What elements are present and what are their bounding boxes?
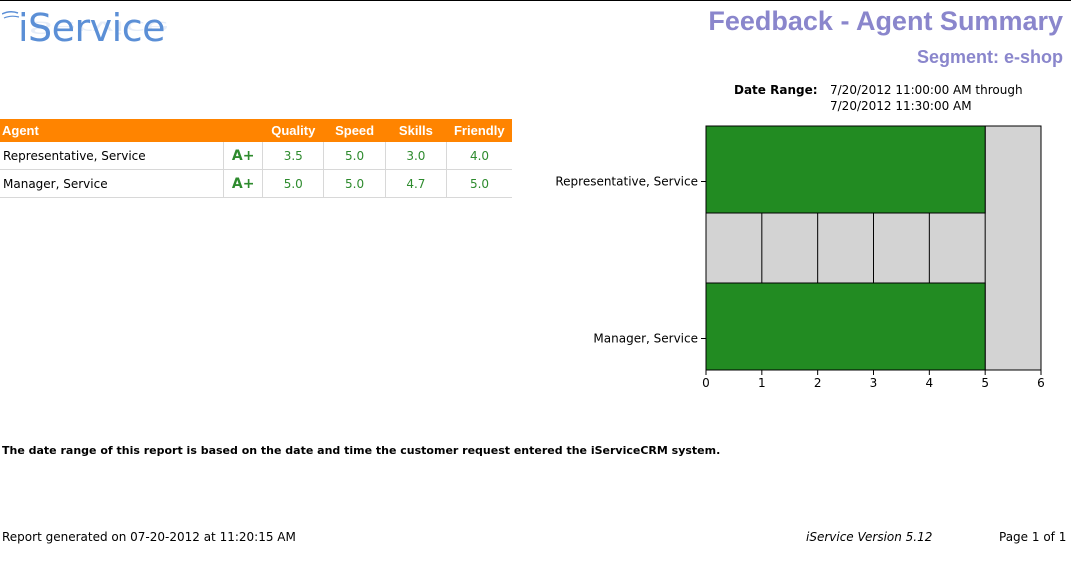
- x-tick-label: 0: [702, 376, 710, 390]
- date-range-start: 7/20/2012 11:00:00 AM through: [830, 83, 1023, 97]
- page-number: Page 1 of 1: [999, 530, 1067, 544]
- x-tick-label: 3: [870, 376, 878, 390]
- iservice-logo: iService iService: [0, 4, 200, 56]
- logo-swoosh-icon: [2, 10, 20, 19]
- quality-score: 5.0: [262, 169, 325, 198]
- col-grade: [223, 119, 263, 142]
- x-tick-label: 1: [758, 376, 766, 390]
- x-tick-label: 2: [814, 376, 822, 390]
- grade-badge: A+: [223, 169, 264, 198]
- friendly-score: 4.0: [446, 142, 512, 170]
- col-quality: Quality: [262, 119, 324, 142]
- table-row: Representative, Service A+ 3.5 5.0 3.0 4…: [0, 142, 512, 170]
- top-rule: [0, 0, 1071, 1]
- col-skills: Skills: [385, 119, 447, 142]
- logo-text: iService: [18, 6, 166, 50]
- date-range-end: 7/20/2012 11:30:00 AM: [830, 99, 972, 113]
- skills-score: 3.0: [385, 142, 448, 170]
- grade-badge: A+: [223, 142, 264, 170]
- col-friendly: Friendly: [446, 119, 512, 142]
- bar: [705, 282, 986, 371]
- table-header-row: Agent Quality Speed Skills Friendly: [0, 119, 512, 142]
- version-label: iService Version 5.12: [806, 530, 933, 544]
- agent-score-bar-chart: Representative, Service Manager, Service 0…: [555, 125, 1045, 390]
- y-tick-label: Manager, Service: [593, 332, 698, 346]
- x-tick-label: 4: [926, 376, 934, 390]
- agent-name: Manager, Service: [0, 169, 225, 198]
- y-tick-label: Representative, Service: [555, 175, 698, 189]
- report-title: Feedback - Agent Summary: [708, 6, 1063, 36]
- col-speed: Speed: [323, 119, 386, 142]
- quality-score: 3.5: [262, 142, 325, 170]
- date-range-note: The date range of this report is based o…: [2, 444, 721, 457]
- date-range-label: Date Range:: [734, 83, 818, 97]
- bar: [705, 125, 986, 214]
- x-tick-label: 5: [981, 376, 989, 390]
- agent-summary-table: Agent Quality Speed Skills Friendly Repr…: [0, 119, 512, 198]
- friendly-score: 5.0: [446, 169, 512, 198]
- col-agent: Agent: [0, 119, 224, 142]
- x-tick-label: 6: [1037, 376, 1045, 390]
- speed-score: 5.0: [323, 169, 386, 198]
- table-row: Manager, Service A+ 5.0 5.0 4.7 5.0: [0, 169, 512, 198]
- skills-score: 4.7: [385, 169, 448, 198]
- segment-label: Segment: e-shop: [916, 47, 1063, 67]
- speed-score: 5.0: [323, 142, 386, 170]
- logo-reflection: iService: [18, 17, 169, 38]
- generated-timestamp: Report generated on 07-20-2012 at 11:20:…: [2, 530, 296, 544]
- agent-name: Representative, Service: [0, 142, 225, 170]
